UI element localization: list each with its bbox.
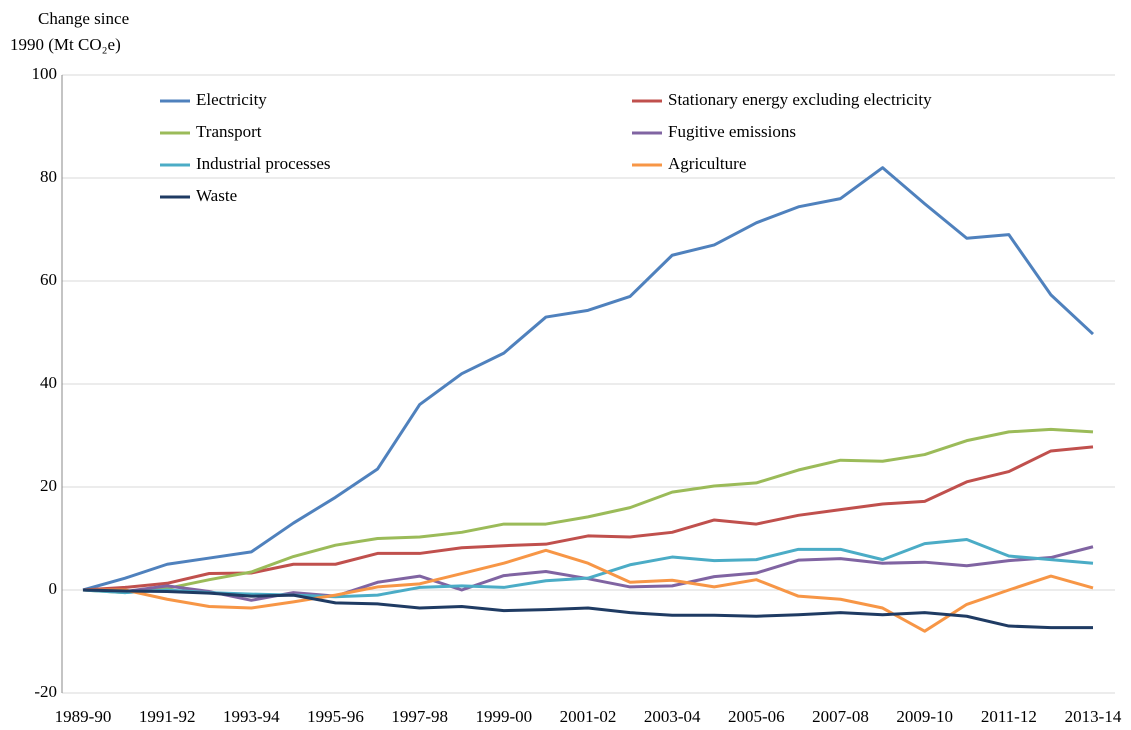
line bbox=[82, 166, 1095, 592]
x-tick-label: 2007-08 bbox=[812, 707, 869, 726]
line bbox=[82, 538, 1094, 599]
line bbox=[82, 427, 1094, 595]
y-tick-label: 0 bbox=[49, 579, 58, 598]
x-tick-label: 1993-94 bbox=[223, 707, 280, 726]
x-tick-label: 1999-00 bbox=[475, 707, 532, 726]
x-tick-label: 2001-02 bbox=[560, 707, 617, 726]
y-axis-label: Change since bbox=[38, 9, 129, 28]
legend-label: Electricity bbox=[196, 90, 267, 109]
line bbox=[82, 588, 1093, 630]
y-axis-label: 1990 (Mt CO₂e) bbox=[10, 35, 121, 54]
x-tick-label: 2011-12 bbox=[981, 707, 1037, 726]
line bbox=[82, 445, 1094, 592]
legend-label: Transport bbox=[196, 122, 262, 141]
x-tick-label: 1991-92 bbox=[139, 707, 196, 726]
y-tick-label: 60 bbox=[40, 270, 57, 289]
x-tick-label: 2005-06 bbox=[728, 707, 785, 726]
legend-label: Stationary energy excluding electricity bbox=[668, 90, 932, 109]
x-tick-label: 2009-10 bbox=[896, 707, 953, 726]
x-tick-label: 2003-04 bbox=[644, 707, 701, 726]
legend-label: Waste bbox=[196, 186, 237, 205]
legend-label: Agriculture bbox=[668, 154, 746, 173]
legend-label: Fugitive emissions bbox=[668, 122, 796, 141]
x-tick-label: 1997-98 bbox=[391, 707, 448, 726]
y-tick-label: 100 bbox=[32, 64, 58, 83]
x-tick-label: 1995-96 bbox=[307, 707, 364, 726]
legend-label: Industrial processes bbox=[196, 154, 331, 173]
y-tick-label: 20 bbox=[40, 476, 57, 495]
y-tick-label: 80 bbox=[40, 167, 57, 186]
y-tick-label: 40 bbox=[40, 373, 57, 392]
y-tick-label: -20 bbox=[34, 682, 57, 701]
line bbox=[83, 548, 1094, 633]
x-tick-label: 1989-90 bbox=[55, 707, 112, 726]
x-tick-label: 2013-14 bbox=[1065, 707, 1122, 726]
